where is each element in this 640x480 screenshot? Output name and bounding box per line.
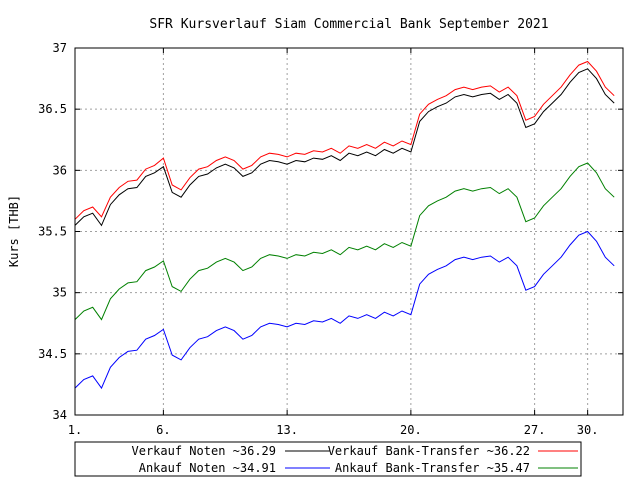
legend-entry-label: Verkauf Noten ~36.29 — [132, 444, 277, 458]
y-tick-label: 35.5 — [38, 225, 67, 239]
y-tick-label: 34 — [53, 408, 67, 422]
series-lines — [74, 60, 615, 390]
grid-lines — [75, 48, 623, 415]
y-tick-label: 37 — [53, 41, 67, 55]
series-line-0 — [74, 68, 615, 227]
x-tick-label: 27. — [524, 423, 546, 437]
series-line-3 — [74, 162, 615, 321]
y-tick-labels: 34 34.5 35 35.5 36 36.5 37 — [38, 41, 623, 422]
series-line-2 — [74, 230, 615, 390]
x-tick-label: 20. — [400, 423, 422, 437]
y-tick-label: 34.5 — [38, 347, 67, 361]
y-tick-label: 35 — [53, 286, 67, 300]
legend-entry-label: Ankauf Bank-Transfer ~35.47 — [335, 461, 530, 475]
chart-title: SFR Kursverlauf Siam Commercial Bank Sep… — [149, 17, 548, 32]
y-axis-label: Kurs [THB] — [7, 195, 21, 267]
legend-box — [74, 441, 582, 477]
series-line-1 — [74, 60, 615, 220]
legend: Verkauf Noten ~36.29 Verkauf Bank-Transfe… — [74, 441, 582, 477]
x-tick-label: 1. — [68, 423, 82, 437]
y-tick-label: 36 — [53, 163, 67, 177]
y-tick-label: 36.5 — [38, 102, 67, 116]
x-tick-label: 13. — [276, 423, 298, 437]
legend-entry-label: Verkauf Bank-Transfer ~36.22 — [328, 444, 530, 458]
x-tick-label: 30. — [577, 423, 599, 437]
x-tick-label: 6. — [156, 423, 170, 437]
x-tick-labels: 1. 6. 13. 20. 27. 30. — [68, 48, 599, 437]
legend-entry-label: Ankauf Noten ~34.91 — [139, 461, 276, 475]
